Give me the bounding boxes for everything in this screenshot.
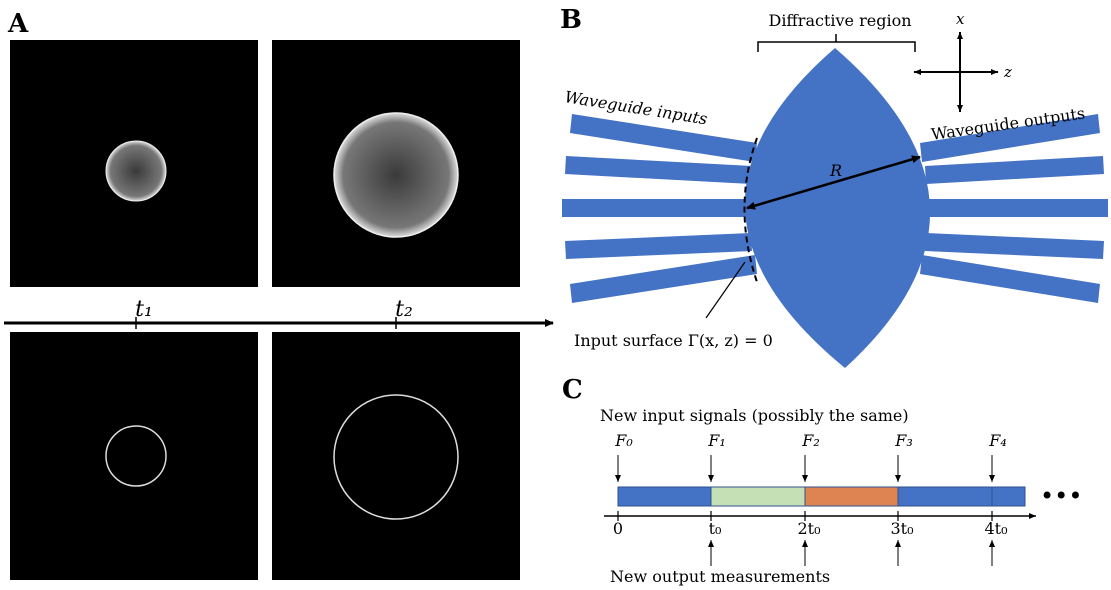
tick-label: 2t₀: [797, 519, 820, 538]
segment: [897, 486, 1026, 507]
radius-arrow: [746, 155, 921, 210]
tick-label: 0: [613, 519, 623, 538]
waveguide: [925, 233, 1104, 259]
ring: [105, 425, 167, 487]
waveguide: [925, 156, 1104, 184]
waveguides: [562, 114, 1108, 303]
disk: [333, 112, 459, 238]
panel-label: B: [560, 5, 582, 35]
timeline: F₀ F₁ F₂ F₃ F₄ 0 t₀ 2t₀ 3t₀ 4t₀: [613, 431, 1008, 566]
signal-label: F₀: [614, 431, 633, 450]
axis-label: z: [1003, 63, 1012, 81]
disk: [105, 140, 167, 202]
ellipsis: •••: [1040, 482, 1082, 510]
segment: [804, 486, 899, 507]
waveguide: [928, 199, 1108, 217]
signal-label: F₄: [988, 431, 1007, 450]
waveguide: [920, 255, 1100, 303]
waveguide: [570, 114, 757, 162]
signal-label: F₂: [801, 431, 820, 450]
time-label: t₂: [395, 297, 413, 322]
diffractive-region: [744, 48, 931, 368]
waveguide: [562, 199, 750, 217]
input-surface: [743, 137, 758, 283]
waveguide: [565, 233, 752, 259]
input-note: New input signals (possibly the same): [600, 406, 909, 425]
signal-label: F₁: [707, 431, 726, 450]
region-label: Diffractive region: [768, 11, 911, 30]
output-note: New output measurements: [610, 567, 830, 586]
segment: [710, 486, 806, 507]
frame: [272, 332, 520, 580]
axis-label: x: [956, 10, 965, 28]
surface-label: Input surface Γ(x, z) = 0: [574, 331, 773, 350]
segment: [617, 486, 712, 507]
waveguide: [920, 114, 1100, 162]
panel-label: C: [562, 375, 583, 405]
ring: [333, 394, 459, 520]
tick-label: 3t₀: [890, 519, 913, 538]
signal-label: F₃: [894, 431, 913, 450]
waveguide: [570, 255, 757, 303]
bracket: [757, 34, 916, 52]
waveguide: [565, 156, 752, 184]
radius-label: R: [829, 161, 842, 180]
tick-label: t₀: [709, 519, 722, 538]
frame: [10, 332, 258, 580]
time-label: t₁: [135, 297, 153, 322]
panel-label: A: [7, 9, 29, 39]
leader: [705, 261, 746, 319]
tick-label: 4t₀: [984, 519, 1007, 538]
